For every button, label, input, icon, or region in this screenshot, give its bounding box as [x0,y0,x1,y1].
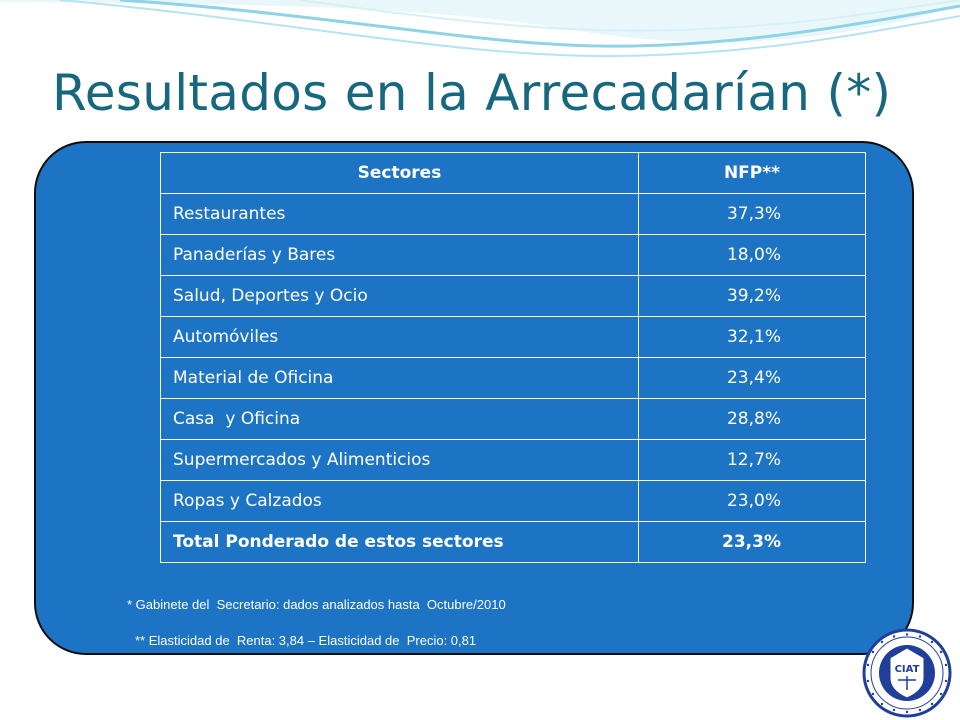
nfp-cell: 37,3% [638,193,866,235]
table-total-row: Total Ponderado de estos sectores 23,3% [160,521,866,563]
table-row: Restaurantes 37,3% [160,193,866,235]
slide-title: Resultados en la Arrecadarían (*) [52,64,892,122]
sector-cell: Salud, Deportes y Ocio [160,275,639,317]
results-table: Sectores NFP** Restaurantes 37,3% Panade… [160,152,866,563]
nfp-cell: 23,0% [638,480,866,522]
header-wave-decoration [0,0,960,58]
total-label-cell: Total Ponderado de estos sectores [160,521,639,563]
sector-cell: Supermercados y Alimenticios [160,439,639,481]
sector-cell: Material de Oficina [160,357,639,399]
table-row: Casa y Oficina 28,8% [160,398,866,440]
svg-text:CIAT: CIAT [895,664,920,675]
total-nfp-cell: 23,3% [638,521,866,563]
table-row: Material de Oficina 23,4% [160,357,866,399]
footnote-elasticity: ** Elasticidad de Renta: 3,84 – Elastici… [135,633,477,648]
table-row: Salud, Deportes y Ocio 39,2% [160,275,866,317]
sector-cell: Panaderías y Bares [160,234,639,276]
nfp-cell: 18,0% [638,234,866,276]
nfp-cell: 32,1% [638,316,866,358]
ciat-logo-seal: CIAT [862,628,952,718]
sector-cell: Casa y Oficina [160,398,639,440]
nfp-cell: 28,8% [638,398,866,440]
table-row: Panaderías y Bares 18,0% [160,234,866,276]
sector-cell: Restaurantes [160,193,639,235]
nfp-cell: 23,4% [638,357,866,399]
table-row: Automóviles 32,1% [160,316,866,358]
sector-cell: Automóviles [160,316,639,358]
column-header-nfp: NFP** [638,152,866,194]
footnote-source: * Gabinete del Secretario: dados analiza… [127,597,506,612]
nfp-cell: 12,7% [638,439,866,481]
column-header-sectores: Sectores [160,152,639,194]
table-row: Supermercados y Alimenticios 12,7% [160,439,866,481]
sector-cell: Ropas y Calzados [160,480,639,522]
table-header-row: Sectores NFP** [160,152,866,194]
table-row: Ropas y Calzados 23,0% [160,480,866,522]
nfp-cell: 39,2% [638,275,866,317]
